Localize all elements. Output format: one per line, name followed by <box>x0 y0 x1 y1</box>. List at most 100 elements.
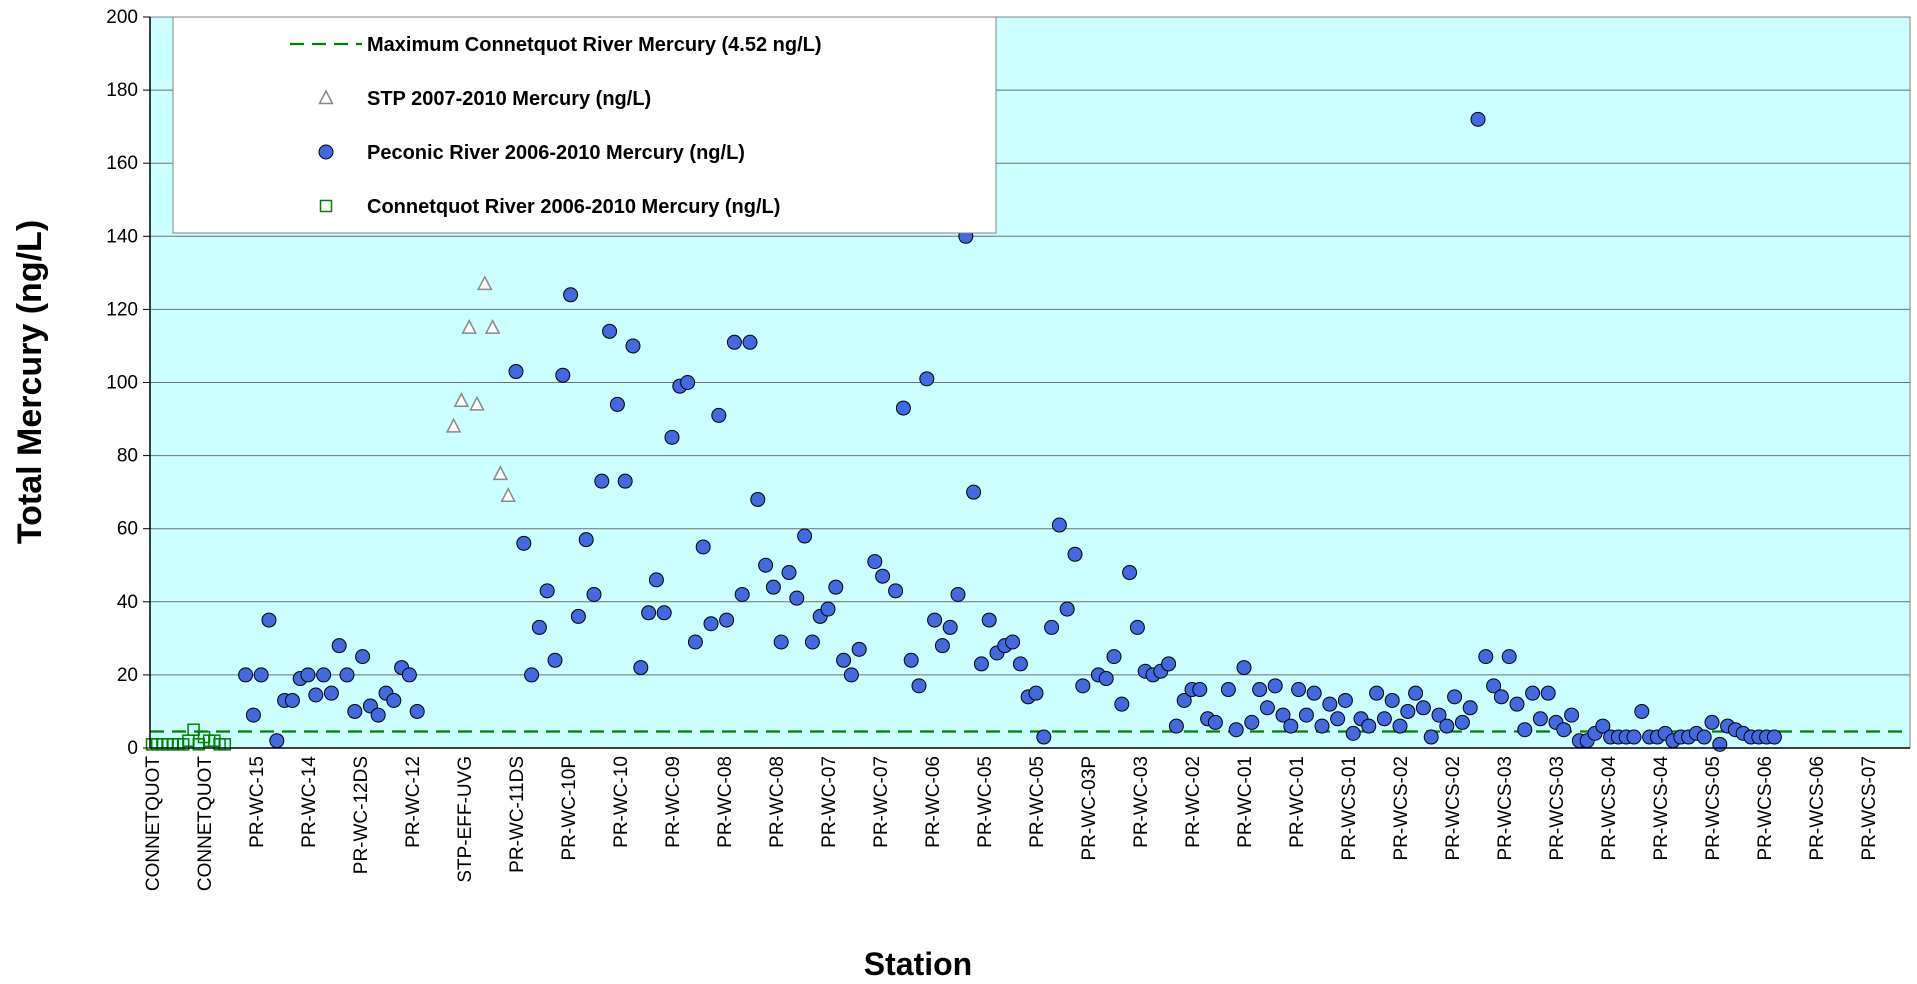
peconic-point <box>1075 678 1091 694</box>
peconic-point <box>1252 682 1268 698</box>
peconic-point <box>563 287 579 303</box>
legend-connetquot: Connetquot River 2006-2010 Mercury (ng/L… <box>319 196 780 218</box>
peconic-point <box>765 579 781 595</box>
x-tick-label: PR-WC-01 <box>1287 756 1308 848</box>
peconic-point <box>1161 656 1177 672</box>
stp-point <box>469 395 485 411</box>
y-tick-label: 120 <box>106 299 138 320</box>
peconic-point <box>1447 689 1463 705</box>
peconic-point <box>1376 711 1392 727</box>
peconic-point <box>641 605 657 621</box>
stp-point <box>500 487 516 503</box>
x-tick-label: PR-WC-10 <box>611 756 632 848</box>
peconic-point <box>888 583 904 599</box>
peconic-point <box>1298 707 1314 723</box>
peconic-point <box>1478 649 1494 665</box>
peconic-point <box>867 554 883 570</box>
x-tick-labels: CONNETQUOT CONNETQUOT PR-WC-15 PR-WC-14 PR-W… <box>143 756 1880 892</box>
peconic-point <box>300 667 316 683</box>
y-tick-label: 40 <box>117 592 138 613</box>
legend-max-line: Maximum Connetquot River Mercury (4.52 n… <box>290 34 822 56</box>
peconic-point <box>680 375 696 390</box>
peconic-point <box>1236 660 1252 676</box>
peconic-point <box>1540 685 1556 701</box>
peconic-point <box>586 586 602 602</box>
peconic-point <box>758 557 774 573</box>
peconic-point <box>1267 678 1283 694</box>
x-tick-label: PR-WCS-01 <box>1339 756 1360 861</box>
x-tick-label: PR-WC-09 <box>663 756 684 848</box>
peconic-point <box>1106 649 1122 665</box>
x-tick-label: PR-WC-10P <box>559 756 580 861</box>
peconic-point <box>547 652 563 668</box>
peconic-point <box>1306 685 1322 701</box>
peconic-point <box>942 619 958 635</box>
peconic-point <box>1345 725 1361 741</box>
peconic-point <box>1259 700 1275 716</box>
peconic-point <box>1626 729 1642 745</box>
peconic-point <box>331 638 347 654</box>
peconic-point <box>261 612 277 628</box>
peconic-point <box>1228 722 1244 738</box>
legend-stp: STP 2007-2010 Mercury (ng/L) <box>318 88 651 110</box>
peconic-point <box>1051 517 1067 533</box>
peconic-point <box>1168 718 1184 734</box>
peconic-point <box>1314 718 1330 734</box>
x-tick-label: PR-WC-01 <box>1235 756 1256 848</box>
x-tick-label: STP-EFF-UVG <box>455 756 476 883</box>
peconic-point <box>1114 696 1130 712</box>
peconic-point <box>804 634 820 650</box>
peconic-point <box>1423 729 1439 745</box>
x-tick-label: PR-WCS-05 <box>1703 756 1724 861</box>
peconic-point <box>820 601 836 617</box>
peconic-point <box>1369 685 1385 701</box>
peconic-point <box>1122 565 1138 581</box>
x-tick-label: PR-WC-12 <box>403 756 424 848</box>
peconic-point <box>1067 546 1083 562</box>
legend-marker-swatch <box>318 144 334 160</box>
x-tick-label: PR-WC-03P <box>1079 756 1100 861</box>
peconic-point <box>1392 718 1408 734</box>
peconic-point <box>1486 678 1502 694</box>
peconic-point <box>973 656 989 672</box>
peconic-point <box>1220 682 1236 698</box>
x-axis-title: Station <box>864 946 972 982</box>
peconic-point <box>1059 601 1075 617</box>
peconic-point <box>531 619 547 635</box>
x-tick-label: PR-WC-12DS <box>351 756 372 874</box>
peconic-point <box>370 707 386 723</box>
peconic-point <box>875 568 891 584</box>
peconic-point <box>347 703 363 719</box>
peconic-point <box>1462 700 1478 716</box>
peconic-point <box>570 608 586 624</box>
peconic-point <box>687 634 703 650</box>
peconic-point <box>851 641 867 657</box>
peconic-point <box>966 484 982 500</box>
x-tick-label: PR-WCS-04 <box>1599 756 1620 861</box>
peconic-point <box>1595 718 1611 734</box>
peconic-point <box>950 586 966 602</box>
peconic-point <box>508 364 524 380</box>
peconic-point <box>1766 729 1782 745</box>
peconic-point <box>1322 696 1338 712</box>
y-tick-label: 0 <box>127 738 138 759</box>
peconic-point <box>797 528 813 544</box>
x-tick-label: PR-WC-02 <box>1183 756 1204 848</box>
legend-box <box>172 16 997 234</box>
y-tick-label: 180 <box>106 80 138 101</box>
legend-marker-swatch <box>319 199 333 213</box>
peconic-point <box>742 334 758 350</box>
x-tick-label: PR-WCS-02 <box>1391 756 1412 861</box>
peconic-point <box>1493 689 1509 705</box>
y-axis-title: Total Mercury (ng/L) <box>11 220 49 544</box>
peconic-point <box>919 371 935 387</box>
y-tick-labels: 0 20 40 60 80 100 120 140 160 180 200 <box>106 7 138 759</box>
peconic-point <box>1384 692 1400 708</box>
peconic-point <box>1704 714 1720 730</box>
peconic-point <box>602 323 618 339</box>
peconic-point <box>555 367 571 383</box>
peconic-point <box>703 616 719 632</box>
peconic-point <box>1408 685 1424 701</box>
legend-label: STP 2007-2010 Mercury (ng/L) <box>367 88 651 110</box>
stp-point <box>453 392 470 408</box>
